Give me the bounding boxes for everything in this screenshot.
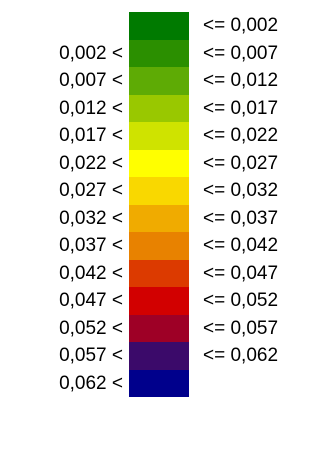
legend-lower-bound: 0,007 < — [59, 70, 123, 91]
legend-color-swatch — [129, 122, 189, 150]
legend-color-swatch — [129, 12, 189, 40]
legend-upper-bound: <= 0,007 — [203, 42, 279, 64]
legend-upper-bound: <= 0,032 — [203, 180, 279, 201]
legend-row: 0,012 < <= 0,017 — [0, 94, 329, 122]
legend-row: 0,002 < <= 0,007 — [0, 39, 329, 67]
legend-row: 0,032 < <= 0,037 — [0, 204, 329, 232]
legend-upper-bound: <= 0,042 — [203, 235, 279, 256]
legend-color-swatch — [129, 287, 189, 315]
legend-lower-bound: 0,027 < — [59, 180, 123, 201]
legend-upper-bound: <= 0,047 — [203, 262, 279, 284]
legend-color-swatch — [129, 314, 189, 342]
legend-row: 0,042 < <= 0,047 — [0, 259, 329, 287]
legend-upper-bound: <= 0,027 — [203, 152, 279, 174]
legend-upper-bound: <= 0,062 — [203, 345, 279, 366]
legend-row: 0,047 < <= 0,052 — [0, 287, 329, 315]
legend-upper-bound: <= 0,037 — [203, 207, 279, 229]
legend-lower-bound: 0,002 < — [59, 42, 123, 64]
legend-color-swatch — [129, 369, 189, 397]
legend-lower-bound: 0,022 < — [59, 152, 123, 174]
legend-row: <= 0,002 — [0, 12, 329, 40]
legend-color-swatch — [129, 259, 189, 287]
legend-color-swatch — [129, 67, 189, 95]
legend-row: 0,057 < <= 0,062 — [0, 342, 329, 370]
legend-row: 0,062 < — [0, 369, 329, 397]
legend-color-swatch — [129, 342, 189, 370]
legend-color-swatch — [129, 177, 189, 205]
legend-color-swatch — [129, 149, 189, 177]
legend-upper-bound: <= 0,012 — [203, 70, 279, 91]
legend-row: 0,027 < <= 0,032 — [0, 177, 329, 205]
legend-upper-bound: <= 0,052 — [203, 290, 279, 311]
legend-color-swatch — [129, 204, 189, 232]
legend-upper-bound: <= 0,022 — [203, 125, 279, 146]
legend-row: 0,037 < <= 0,042 — [0, 232, 329, 260]
legend-lower-bound: 0,037 < — [59, 235, 123, 256]
legend-lower-bound: 0,042 < — [59, 262, 123, 284]
legend-color-swatch — [129, 232, 189, 260]
legend-lower-bound: 0,032 < — [59, 207, 123, 229]
legend-upper-bound: <= 0,057 — [203, 317, 279, 339]
legend-row: 0,017 < <= 0,022 — [0, 122, 329, 150]
legend-color-swatch — [129, 94, 189, 122]
legend-lower-bound: 0,012 < — [59, 97, 123, 119]
legend-row: 0,052 < <= 0,057 — [0, 314, 329, 342]
legend-row: 0,022 < <= 0,027 — [0, 149, 329, 177]
color-legend: <= 0,002 0,002 < <= 0,007 0,007 < <= 0,012 0,… — [0, 12, 329, 397]
legend-lower-bound: 0,017 < — [59, 125, 123, 146]
legend-lower-bound: 0,052 < — [59, 317, 123, 339]
legend-color-swatch — [129, 39, 189, 67]
legend-lower-bound: 0,062 < — [59, 372, 123, 394]
legend-lower-bound: 0,057 < — [59, 345, 123, 366]
legend-upper-bound: <= 0,017 — [203, 97, 279, 119]
legend-row: 0,007 < <= 0,012 — [0, 67, 329, 95]
legend-lower-bound: 0,047 < — [59, 290, 123, 311]
legend-upper-bound: <= 0,002 — [203, 15, 279, 36]
